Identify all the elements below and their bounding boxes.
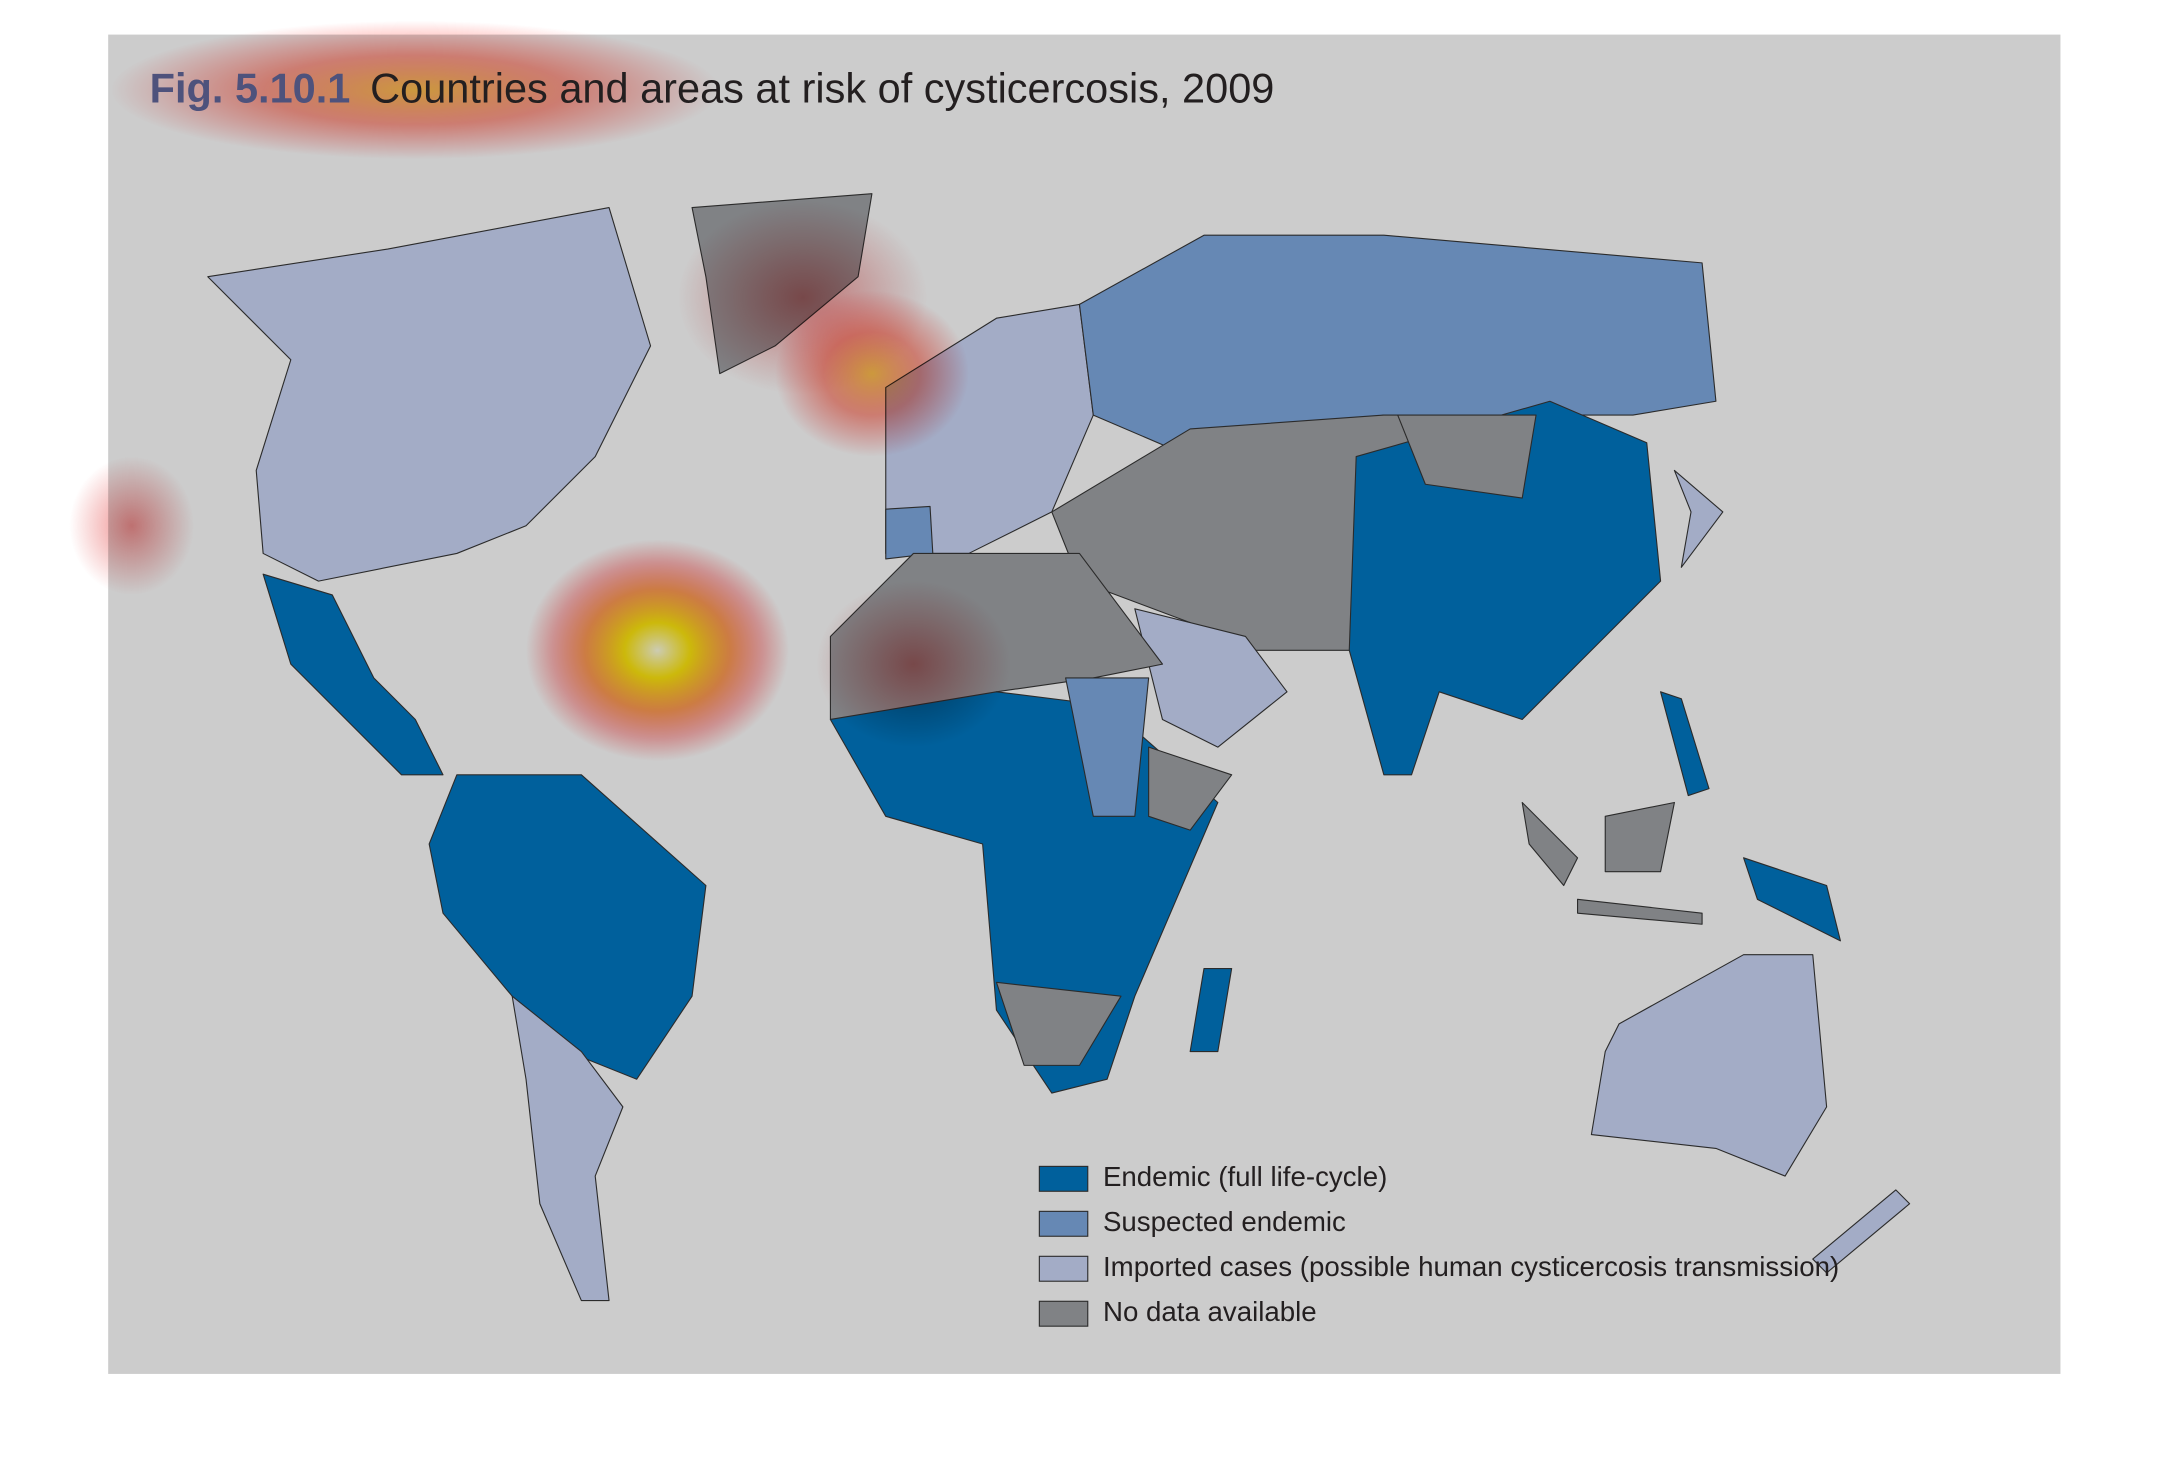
southern-africa bbox=[995, 981, 1122, 1066]
north-america bbox=[207, 206, 652, 582]
new-zealand bbox=[1812, 1189, 1911, 1274]
sudan bbox=[1065, 677, 1150, 817]
borneo bbox=[1604, 801, 1675, 873]
iberia bbox=[885, 505, 934, 560]
russia bbox=[1078, 234, 1717, 458]
heatmap-overlay bbox=[69, 20, 1011, 761]
central-america bbox=[262, 573, 444, 776]
figure-title-text: Countries and areas at risk of cysticerc… bbox=[370, 64, 1274, 111]
legend-label: No data available bbox=[1103, 1296, 1317, 1327]
heat-spot bbox=[816, 581, 1011, 748]
legend-label: Imported cases (possible human cysticerc… bbox=[1103, 1251, 1839, 1282]
south-east-asia bbox=[1348, 400, 1662, 776]
legend: Endemic (full life-cycle) Suspected endem… bbox=[1038, 1161, 1839, 1327]
heat-spot bbox=[526, 539, 789, 761]
legend-swatch bbox=[1038, 1165, 1089, 1192]
legend-swatch bbox=[1038, 1300, 1089, 1327]
mongolia bbox=[1397, 414, 1537, 499]
arabia bbox=[1134, 608, 1288, 748]
philippines bbox=[1660, 691, 1710, 797]
java bbox=[1577, 898, 1703, 925]
legend-swatch bbox=[1038, 1255, 1089, 1282]
heat-spot bbox=[69, 456, 194, 595]
heat-spot bbox=[775, 290, 969, 457]
horn-of-africa bbox=[1148, 746, 1233, 831]
heat-spot bbox=[110, 20, 720, 160]
legend-swatch bbox=[1038, 1210, 1089, 1237]
legend-label: Suspected endemic bbox=[1103, 1206, 1346, 1237]
legend-label: Endemic (full life-cycle) bbox=[1103, 1161, 1387, 1192]
new-guinea bbox=[1743, 857, 1841, 942]
australia bbox=[1590, 954, 1828, 1177]
figure-title: Fig. 5.10.1 Countries and areas at risk … bbox=[150, 64, 1275, 111]
southern-cone bbox=[511, 995, 624, 1302]
japan bbox=[1673, 469, 1724, 568]
madagascar bbox=[1189, 967, 1233, 1053]
sumatra bbox=[1521, 801, 1579, 887]
figure-label: Fig. 5.10.1 bbox=[150, 64, 351, 111]
south-america bbox=[428, 774, 707, 1080]
